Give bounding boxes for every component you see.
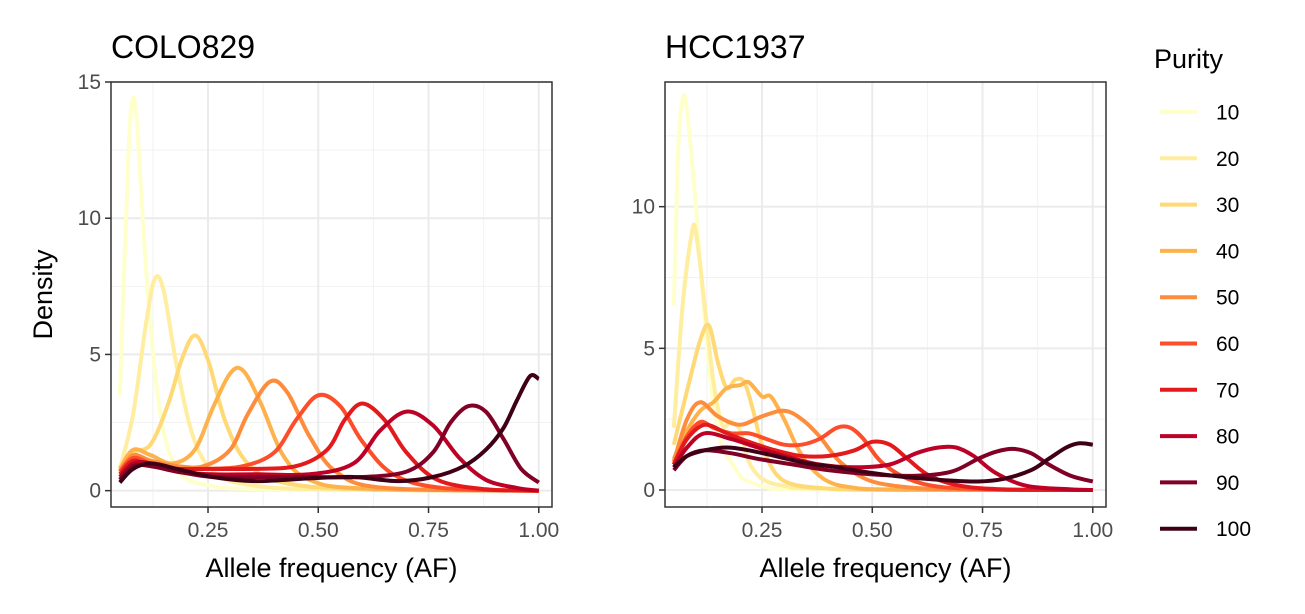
panel-hcc1937: 0.25 0.50 0.75 1.00 0 5 10 HCC1937 Allele freque…: [632, 29, 1114, 583]
legend-item: 70: [1160, 379, 1239, 402]
legend-label: 20: [1216, 148, 1239, 171]
x-tick-label: 1.00: [1072, 519, 1113, 542]
y-tick-label: 5: [643, 337, 655, 360]
panel-title: HCC1937: [665, 29, 806, 65]
x-tick-label: 0.25: [188, 519, 229, 542]
y-tick-label: 15: [78, 71, 101, 94]
legend-title: Purity: [1154, 44, 1224, 74]
panel-border: [664, 81, 1107, 508]
legend-item: 100: [1160, 518, 1251, 541]
y-tick-label: 10: [78, 207, 101, 230]
legend-item: 40: [1160, 240, 1239, 263]
panel-border: [110, 81, 553, 508]
legend-item: 20: [1160, 148, 1239, 171]
x-tick-label: 0.50: [852, 519, 893, 542]
legend: Purity 10 20 30 40 50 60 70 80 90 100: [1154, 44, 1251, 541]
y-axis-label: Density: [28, 249, 58, 340]
axes: 0.25 0.50 0.75 1.00 0 5 10 15: [78, 71, 560, 542]
axes: 0.25 0.50 0.75 1.00 0 5 10: [632, 196, 1114, 542]
x-tick-label: 0.75: [408, 519, 449, 542]
legend-item: 50: [1160, 287, 1239, 310]
panel-colo829: 0.25 0.50 0.75 1.00 0 5 10 15 COLO829 Allele freq…: [28, 29, 559, 583]
series-line-purity-100: [118, 373, 540, 484]
x-axis-label: Allele frequency (AF): [205, 553, 457, 583]
plot-area: [111, 82, 552, 507]
series-line-purity-50: [118, 378, 539, 493]
legend-label: 50: [1216, 287, 1239, 310]
series-line-purity-100: [672, 441, 1094, 484]
legend-label: 40: [1216, 240, 1239, 263]
legend-label: 90: [1216, 472, 1239, 495]
series-line-purity-40: [118, 365, 539, 493]
legend-label: 10: [1216, 102, 1239, 125]
panel-title: COLO829: [111, 29, 255, 65]
x-tick-label: 0.50: [298, 519, 339, 542]
series-line-purity-40: [671, 379, 1093, 493]
y-tick-label: 0: [643, 479, 655, 502]
series-group: [117, 95, 541, 493]
legend-item: 60: [1160, 333, 1239, 356]
y-tick-label: 0: [89, 480, 101, 503]
y-tick-label: 10: [632, 196, 655, 219]
y-tick-label: 5: [89, 343, 101, 366]
series-line-purity-70: [672, 422, 1093, 492]
legend-label: 80: [1216, 426, 1239, 449]
series-line-purity-90: [672, 446, 1094, 484]
legend-label: 30: [1216, 194, 1239, 217]
series-line-purity-30: [671, 322, 1093, 492]
legend-label: 60: [1216, 333, 1239, 356]
series-line-purity-50: [671, 400, 1093, 492]
series-line-purity-20: [117, 274, 539, 493]
x-axis-label: Allele frequency (AF): [759, 553, 1011, 583]
x-tick-label: 1.00: [518, 519, 559, 542]
legend-item: 30: [1160, 194, 1239, 217]
legend-item: 80: [1160, 426, 1239, 449]
x-tick-label: 0.25: [742, 519, 783, 542]
legend-label: 70: [1216, 379, 1239, 402]
legend-label: 100: [1216, 518, 1251, 541]
series-group: [671, 92, 1094, 493]
series-line-purity-90: [118, 403, 541, 485]
x-tick-label: 0.75: [962, 519, 1003, 542]
grid: [665, 82, 1106, 507]
legend-item: 10: [1160, 102, 1239, 125]
legend-item: 90: [1160, 472, 1239, 495]
